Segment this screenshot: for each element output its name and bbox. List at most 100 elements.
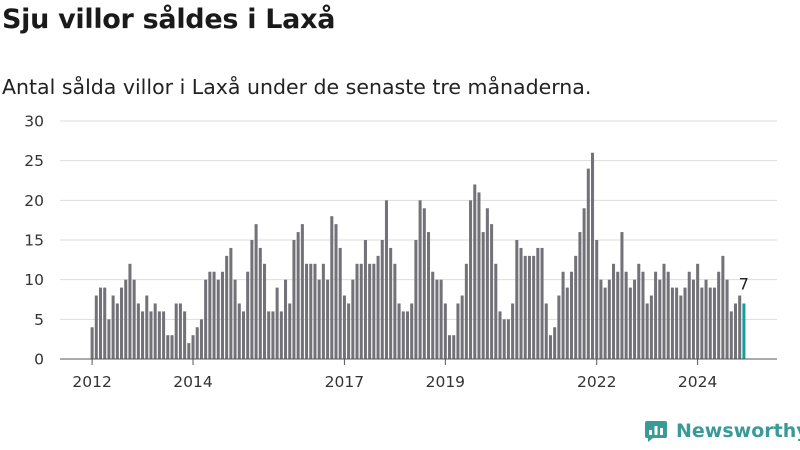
bar — [591, 152, 595, 359]
bar — [372, 263, 376, 359]
bar — [359, 263, 363, 359]
bar — [183, 311, 187, 359]
bar — [654, 271, 658, 359]
chart-subtitle: Antal sålda villor i Laxå under de senas… — [2, 75, 592, 99]
bar — [460, 295, 464, 359]
bar — [586, 168, 590, 359]
bar — [683, 287, 687, 359]
bar — [473, 184, 477, 359]
bar — [94, 295, 98, 359]
bar — [347, 303, 351, 359]
bar — [296, 232, 300, 359]
bar — [464, 263, 468, 359]
bar — [569, 271, 573, 359]
last-value-label: 7 — [739, 275, 749, 294]
bar — [620, 232, 624, 359]
bar — [267, 311, 271, 359]
bar — [582, 208, 586, 359]
bar — [187, 343, 191, 359]
x-tick-label: 2014 — [173, 373, 212, 391]
bar — [712, 287, 716, 359]
bar — [645, 303, 649, 359]
y-tick-label: 25 — [24, 152, 44, 170]
bar — [90, 327, 94, 359]
bar — [738, 295, 742, 359]
bar — [376, 255, 380, 359]
bar — [338, 247, 342, 359]
x-axis-ticks: 2012 2014 2017 2019 2022 2024 — [72, 359, 717, 391]
bar — [141, 311, 145, 359]
chart-title: Sju villor såldes i Laxå — [2, 4, 336, 35]
bar — [553, 327, 557, 359]
y-tick-label: 30 — [24, 113, 44, 131]
bar — [418, 200, 422, 359]
bar — [330, 216, 334, 359]
bar — [696, 263, 700, 359]
bar — [443, 303, 447, 359]
bar — [515, 240, 519, 359]
bar — [603, 287, 607, 359]
bar — [670, 287, 674, 359]
bar — [708, 287, 712, 359]
bar — [284, 279, 288, 359]
bar — [405, 311, 409, 359]
bar — [292, 240, 296, 359]
bar — [422, 208, 426, 359]
bar — [166, 335, 170, 359]
bar — [494, 263, 498, 359]
bar — [717, 271, 721, 359]
bar — [675, 287, 679, 359]
x-tick-label: 2024 — [678, 373, 717, 391]
x-tick-label: 2012 — [72, 373, 111, 391]
y-tick-label: 0 — [34, 351, 44, 369]
bar — [502, 319, 506, 359]
bar — [616, 271, 620, 359]
bar — [578, 232, 582, 359]
bar — [548, 335, 552, 359]
y-tick-label: 20 — [24, 192, 44, 210]
bar — [241, 311, 245, 359]
bar — [199, 319, 203, 359]
bar — [452, 335, 456, 359]
bar — [477, 192, 481, 359]
bar — [540, 247, 544, 359]
bar — [401, 311, 405, 359]
bar — [170, 335, 174, 359]
bar — [145, 295, 149, 359]
bar — [544, 303, 548, 359]
bar — [628, 287, 632, 359]
bar — [258, 247, 262, 359]
bar — [733, 303, 737, 359]
y-axis-ticks: 0 5 10 15 20 25 30 — [24, 113, 44, 369]
bar — [427, 232, 431, 359]
bar — [149, 311, 153, 359]
bar — [342, 295, 346, 359]
y-tick-label: 15 — [24, 232, 44, 250]
bar — [527, 255, 531, 359]
bar — [679, 295, 683, 359]
bar — [300, 224, 304, 359]
bar — [99, 287, 103, 359]
bar — [565, 287, 569, 359]
bar — [658, 279, 662, 359]
bar — [380, 240, 384, 359]
bar — [637, 263, 641, 359]
bar — [511, 303, 515, 359]
bar — [691, 279, 695, 359]
bar — [662, 263, 666, 359]
bar — [237, 303, 241, 359]
y-tick-label: 10 — [24, 271, 44, 289]
bar — [334, 224, 338, 359]
bar-latest — [742, 303, 746, 359]
bar — [279, 311, 283, 359]
bar — [456, 303, 460, 359]
bar — [612, 263, 616, 359]
bar — [174, 303, 178, 359]
bar — [384, 200, 388, 359]
bar — [574, 255, 578, 359]
bar — [317, 279, 321, 359]
bar — [700, 287, 704, 359]
bar — [220, 271, 224, 359]
bar-chart: 0 5 10 15 20 25 30 2012 2014 2017 2019 2022 2024 7 — [24, 113, 777, 391]
bar — [204, 279, 208, 359]
